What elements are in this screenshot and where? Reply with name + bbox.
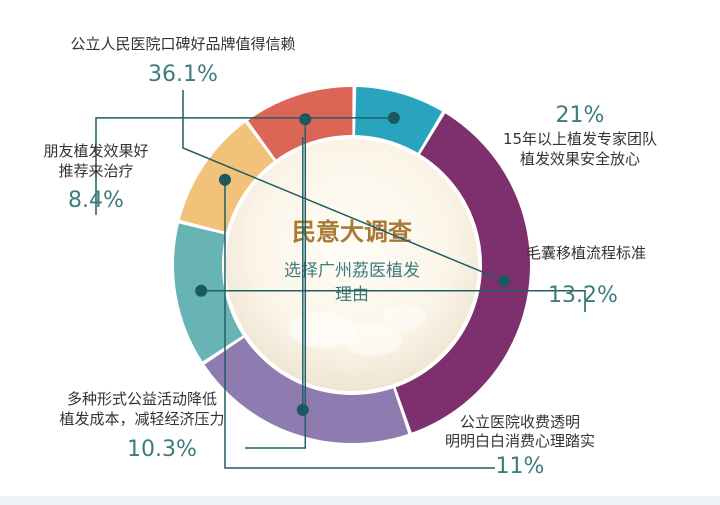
slice-value-4: 10.3% — [127, 437, 197, 462]
slice-value-0: 36.1% — [148, 62, 218, 87]
slice-label-1-line-1: 15年以上植发专家团队 — [503, 130, 657, 148]
slice-label-1-line-2: 植发效果安全放心 — [520, 150, 640, 168]
leader-dot-0 — [498, 274, 511, 287]
leader-dot-3 — [218, 173, 231, 186]
slice-value-1: 21% — [556, 103, 605, 128]
slice-label-5-line-2: 推荐来治疗 — [58, 162, 133, 180]
leader-dot-1 — [296, 403, 309, 416]
bottom-strip — [0, 496, 720, 505]
leader-dot-4 — [299, 113, 312, 126]
slice-value-2: 13.2% — [548, 283, 618, 308]
center-decor — [342, 324, 402, 356]
slice-label-3-line-1: 公立医院收费透明 — [460, 413, 580, 431]
slice-2 — [173, 223, 245, 362]
slice-label-3-line-2: 明明白白消费心理踏实 — [445, 432, 595, 450]
slice-label-0-line-1: 公立人民医院口碑好品牌值得信赖 — [70, 35, 295, 53]
leader-line-0 — [182, 90, 505, 282]
leader-dot-2 — [195, 284, 208, 297]
leader-dot-5 — [387, 111, 400, 124]
slice-label-4-line-1: 多种形式公益活动降低 — [67, 390, 217, 408]
leader-line-5 — [95, 117, 394, 215]
slice-1 — [204, 336, 409, 443]
center-disc — [222, 135, 482, 395]
slice-value-5: 8.4% — [68, 188, 124, 213]
slice-label-5-line-1: 朋友植发效果好 — [43, 142, 148, 160]
chart-subtitle-line-1: 选择广州荔医植发 — [284, 261, 420, 281]
slice-4 — [248, 86, 353, 162]
leader-line-2 — [201, 289, 586, 312]
chart-subtitle-line-2: 理由 — [335, 285, 369, 305]
slice-label-4-line-2: 植发成本，减轻经济压力 — [59, 410, 224, 428]
center-decor — [382, 305, 426, 331]
chart-title: 民意大调查 — [292, 218, 412, 246]
leader-line-3 — [224, 179, 495, 469]
slice-label-2-line-1: 毛囊移植流程标准 — [526, 244, 646, 262]
slice-value-3: 11% — [496, 454, 545, 479]
slice-0 — [395, 113, 530, 433]
leader-line-4 — [245, 119, 307, 449]
